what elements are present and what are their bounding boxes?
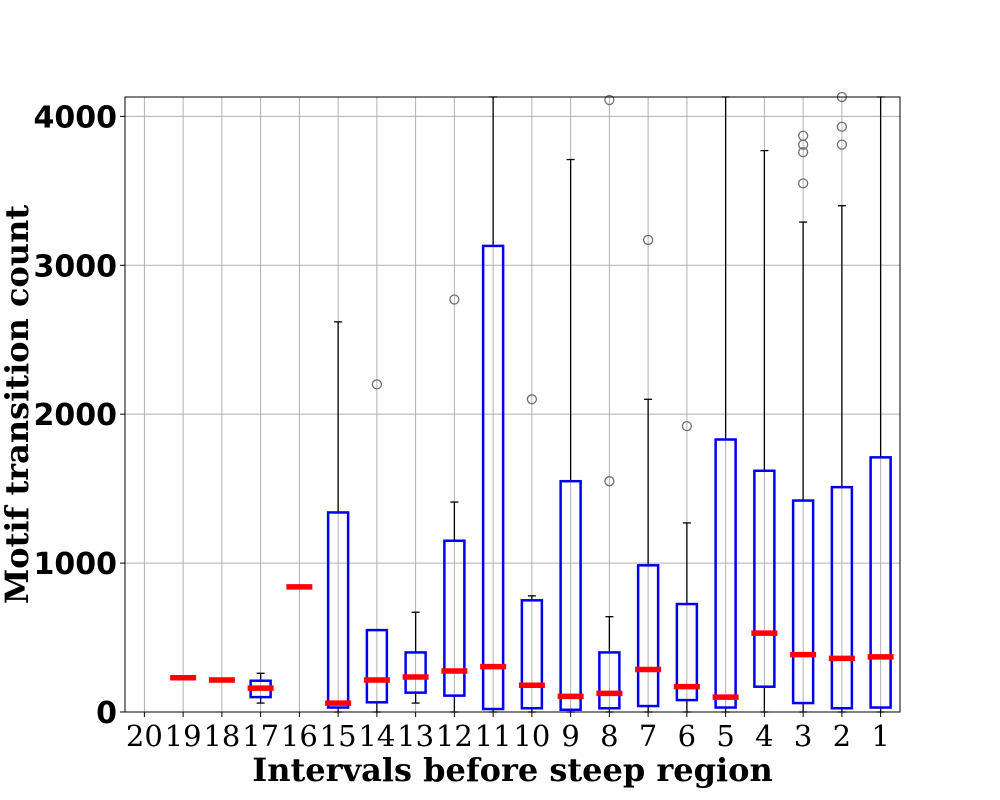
x-tick-label: 11	[475, 719, 512, 753]
x-tick-label: 14	[358, 719, 395, 753]
y-tick-label: 1000	[34, 547, 118, 582]
x-tick-label: 1	[871, 719, 889, 753]
box-iqr	[326, 511, 350, 709]
box-iqr	[869, 456, 892, 709]
box-7	[635, 234, 662, 713]
box-iqr	[481, 244, 505, 711]
x-tick-label: 12	[436, 719, 473, 753]
grid-lines	[125, 97, 900, 713]
box-9	[557, 158, 584, 713]
x-tick-label: 7	[639, 719, 657, 753]
box-17	[247, 672, 274, 704]
box-iqr	[559, 479, 582, 712]
x-tick-label: 5	[716, 719, 734, 753]
y-tick-label: 2000	[34, 398, 118, 433]
outlier-point	[604, 476, 615, 487]
box-iqr	[636, 564, 660, 708]
x-tick-label: 8	[600, 719, 618, 753]
box-iqr	[675, 602, 699, 702]
x-tick-label: 19	[165, 719, 202, 753]
x-tick-label: 20	[126, 719, 163, 753]
box-iqr	[404, 651, 427, 694]
box-15	[325, 321, 352, 713]
box-11	[480, 96, 507, 713]
y-tick-label: 3000	[34, 249, 118, 284]
box-4	[751, 149, 778, 713]
plot-area-frame	[124, 96, 901, 713]
box-14	[363, 379, 390, 713]
x-tick-label: 4	[755, 719, 773, 753]
x-tick-label: 13	[397, 719, 434, 753]
boxes-layer	[170, 91, 894, 713]
outlier-point	[642, 234, 654, 246]
x-tick-label: 3	[794, 719, 812, 753]
outlier-point	[836, 121, 848, 132]
x-tick-label: 6	[678, 719, 696, 753]
outlier-point	[604, 94, 615, 106]
outlier-point	[836, 139, 848, 150]
y-axis-label: Motif transition count	[0, 205, 36, 604]
tick-labels: 20 19 18 17 16 15 14 13 12 11 10 9 8 7 6 5 4 3 2 1010002000…	[34, 100, 890, 753]
box-13	[402, 611, 429, 704]
outlier-point	[449, 294, 460, 305]
box-12	[441, 294, 468, 713]
outlier-point	[797, 130, 809, 141]
box-iqr	[791, 499, 815, 705]
x-tick-label: 17	[242, 719, 279, 753]
x-tick-label: 15	[320, 719, 357, 753]
outlier-point	[681, 420, 693, 432]
box-iqr	[753, 469, 776, 688]
box-iqr	[830, 485, 854, 710]
outlier-point	[797, 178, 809, 189]
box-3	[790, 130, 817, 713]
x-tick-label: 2	[833, 719, 851, 753]
x-tick-label: 9	[561, 719, 579, 753]
box-iqr	[520, 599, 544, 710]
box-iqr	[714, 438, 737, 709]
box-iqr	[443, 539, 466, 697]
box-iqr	[598, 651, 621, 710]
y-tick-label: 4000	[34, 100, 118, 135]
box-iqr	[365, 628, 389, 704]
outlier-point	[797, 146, 809, 158]
x-tick-label: 16	[281, 719, 318, 753]
x-tick-label: 10	[513, 719, 550, 753]
x-axis-label: Intervals before steep region	[252, 751, 772, 789]
y-tick-label: 0	[96, 696, 117, 731]
outlier-point	[526, 394, 538, 405]
x-tick-label: 18	[203, 719, 240, 753]
outlier-point	[371, 379, 383, 390]
